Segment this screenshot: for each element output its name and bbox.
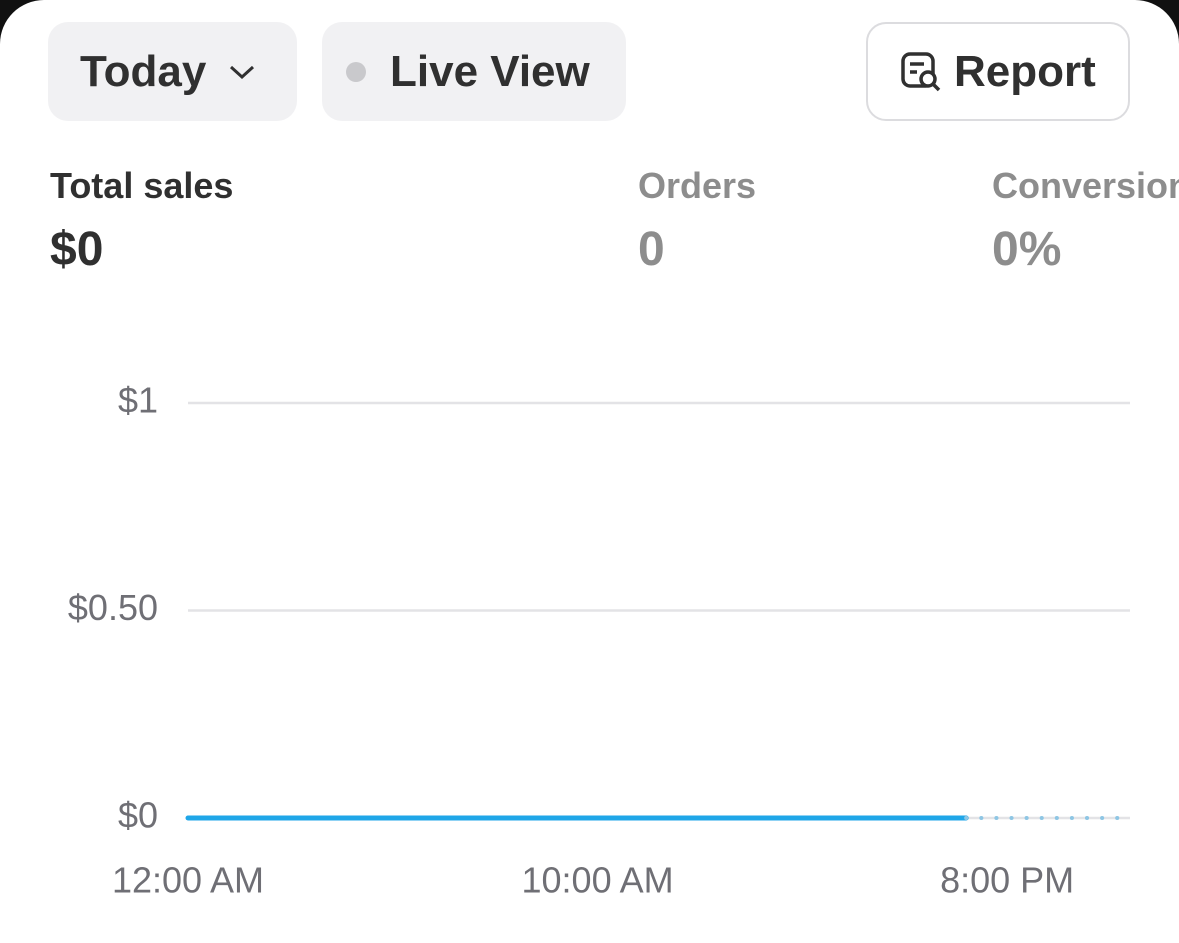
y-tick-label: $1 <box>118 380 158 421</box>
metric-label: Orders <box>638 165 757 206</box>
chevron-icon <box>230 65 255 79</box>
metric-label: Total sales <box>50 165 234 206</box>
x-tick-label: 12:00 AM <box>112 860 264 901</box>
metric-value: 0% <box>992 223 1062 276</box>
x-tick-label: 10:00 AM <box>522 860 674 901</box>
live-view-button[interactable]: Live View <box>322 22 626 121</box>
report-icon <box>901 51 941 91</box>
metric-value: $0 <box>50 223 104 276</box>
period-button[interactable]: Today <box>48 22 297 121</box>
metric[interactable]: Conversion 0% <box>992 166 1179 277</box>
y-tick-label: $0.50 <box>68 587 158 628</box>
metric[interactable]: Orders 0 <box>638 166 756 277</box>
metric-label: Conversion <box>992 165 1179 206</box>
report-label: Report <box>954 46 1096 96</box>
report-button[interactable]: Report <box>866 22 1130 121</box>
y-tick-label: $0 <box>118 795 158 836</box>
x-tick-label: 8:00 PM <box>940 860 1074 901</box>
metric-value: 0 <box>638 223 665 276</box>
period-label: Today <box>80 46 207 96</box>
live-dot <box>346 61 366 82</box>
live-label: Live View <box>390 46 590 96</box>
metric[interactable]: Total sales $0 <box>50 166 233 277</box>
